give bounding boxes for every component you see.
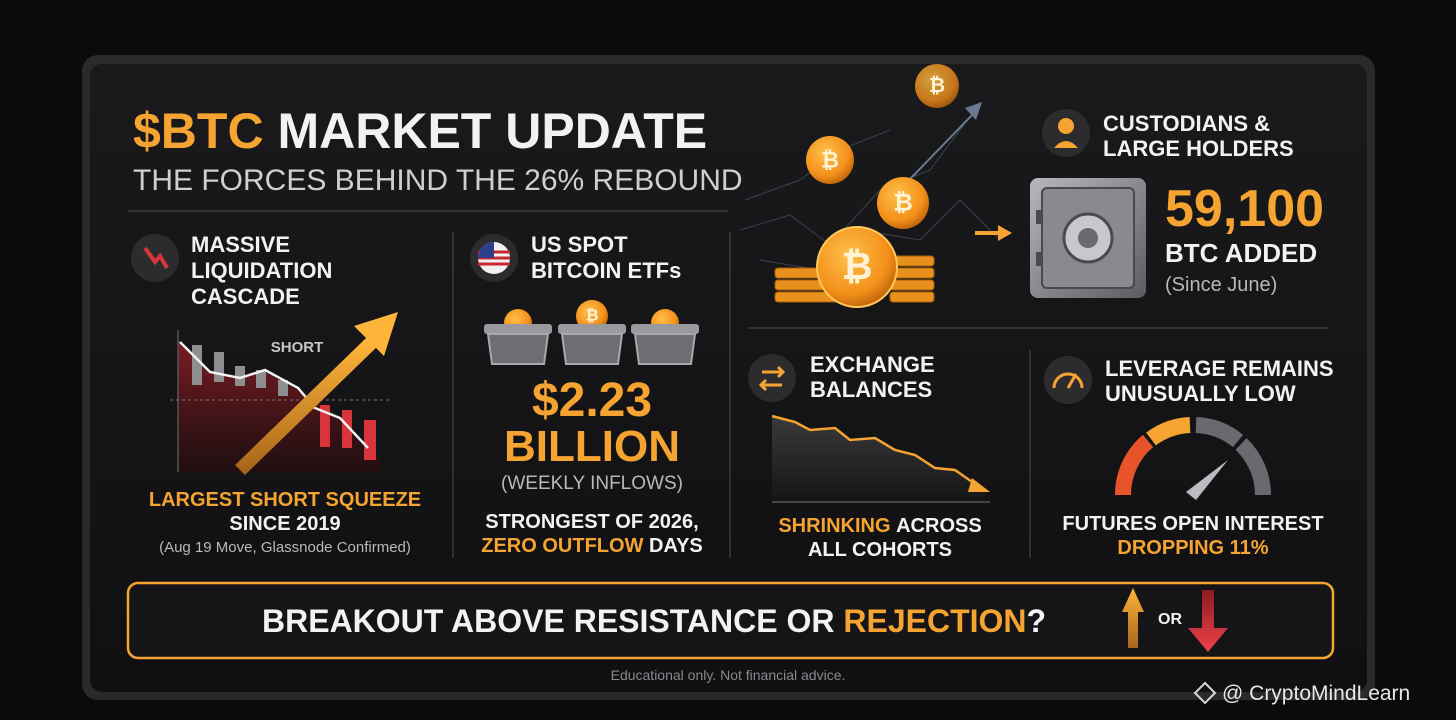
note: (Since June) (1165, 274, 1277, 296)
caption-rest: ACROSS (896, 515, 982, 537)
gauge-needle (1186, 460, 1228, 500)
banner-or: OR (1158, 611, 1182, 628)
caption: ALL COHORTS (808, 539, 952, 561)
coin-symbol: ₿ (821, 148, 839, 173)
icon-bg (131, 234, 179, 282)
panel-title: EXCHANGE BALANCES (810, 352, 941, 402)
caption-line: ZERO OUTFLOW DAYS (481, 535, 703, 557)
caption: SINCE 2019 (229, 513, 340, 535)
watermark-icon (1193, 681, 1217, 705)
title-line: LARGE HOLDERS (1103, 136, 1294, 161)
gauge (1114, 417, 1272, 496)
amount: 59,100 (1165, 180, 1324, 238)
amount: $2.23 (532, 374, 652, 427)
note: (WEEKLY INFLOWS) (501, 473, 683, 494)
banner-main: BREAKOUT ABOVE RESISTANCE OR (262, 603, 834, 639)
caption-highlight: LARGEST SHORT SQUEEZE (149, 489, 421, 511)
disclaimer: Educational only. Not financial advice. (611, 667, 846, 683)
panel-title: MASSIVE LIQUIDATION CASCADE (191, 232, 338, 309)
flag-icon (478, 242, 510, 274)
banner-highlight: REJECTION (843, 603, 1026, 639)
panel-title: US SPOT BITCOIN ETFs (531, 232, 681, 283)
title-rest: MARKET UPDATE (277, 103, 707, 159)
icon (1066, 373, 1078, 389)
icon (1054, 141, 1078, 148)
coin-symbol: ₿ (929, 75, 945, 97)
title-line: LIQUIDATION (191, 258, 332, 283)
caption: FUTURES OPEN INTEREST (1062, 513, 1323, 535)
banner-end: ? (1027, 603, 1047, 639)
title: $BTC MARKET UPDATE (133, 103, 707, 159)
exchange-chart (771, 414, 990, 503)
baskets: ₿ (484, 300, 699, 365)
liquidation-chart (170, 312, 398, 476)
caption: STRONGEST OF 2026, (485, 511, 698, 533)
coin-symbol: ₿ (893, 190, 913, 217)
caption-rest: DAYS (649, 535, 703, 557)
icon-bg (748, 354, 796, 402)
unit: BTC ADDED (1165, 238, 1317, 268)
icon (1052, 372, 1084, 389)
unit: BILLION (504, 422, 680, 471)
panel-title: LEVERAGE REMAINS UNUSUALLY LOW (1105, 356, 1340, 406)
subtitle: THE FORCES BEHIND THE 26% REBOUND (133, 164, 743, 197)
title-line: MASSIVE (191, 232, 290, 257)
down-arrow (1188, 590, 1228, 652)
safe (1030, 178, 1146, 298)
chart-label: SHORT (271, 339, 324, 356)
title-highlight: $BTC (133, 103, 264, 159)
caption-highlight: ZERO OUTFLOW (481, 535, 643, 557)
arrow (998, 225, 1012, 241)
icon (143, 246, 169, 270)
caption-highlight: SHRINKING (778, 515, 890, 537)
note: (Aug 19 Move, Glassnode Confirmed) (159, 539, 411, 556)
title-line: BITCOIN ETFs (531, 258, 681, 283)
watermark: @ CryptoMindLearn (1222, 682, 1410, 705)
up-arrow (1122, 588, 1144, 648)
title-line: LEVERAGE REMAINS (1105, 356, 1334, 381)
icon (1058, 118, 1074, 134)
title-line: BALANCES (810, 377, 932, 402)
caption-line: SHRINKING ACROSS (778, 515, 981, 537)
panel-title: CUSTODIANS & LARGE HOLDERS (1103, 111, 1294, 161)
coin-symbol: ₿ (585, 307, 598, 325)
title-line: EXCHANGE (810, 352, 935, 377)
icon (758, 365, 786, 392)
banner (126, 581, 1335, 660)
title-line: CASCADE (191, 284, 300, 309)
icon-bg (1044, 356, 1092, 404)
caption-highlight: DROPPING 11% (1117, 537, 1268, 559)
coins-graphic: ₿ ₿ ₿ ₿ (739, 64, 1001, 308)
title-line: US SPOT (531, 232, 628, 257)
title-line: CUSTODIANS & (1103, 111, 1270, 136)
banner-text: BREAKOUT ABOVE RESISTANCE OR REJECTION? (262, 603, 1046, 639)
coin-symbol: ₿ (842, 246, 873, 288)
title-line: UNUSUALLY LOW (1105, 381, 1296, 406)
